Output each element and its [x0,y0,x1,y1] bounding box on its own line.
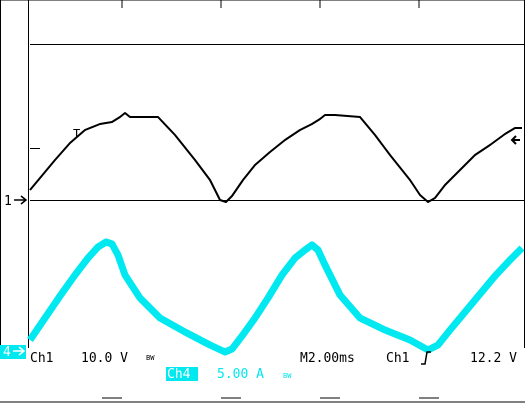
ch4-label: Ch4 [167,367,191,382]
ch1-label: Ch1 [30,351,53,366]
trigger-position-marker: T [73,127,80,141]
ch4-scale: 5.00 A [217,367,264,382]
trigger-level-arrow-icon [510,135,520,145]
trigger-source: Ch1 [386,351,409,366]
ch1-ground-marker: 1 [4,194,12,209]
ch4-ground-marker: 4 [3,345,11,360]
timebase-readout: M2.00ms [300,351,355,366]
trigger-level: 12.2 V [470,351,517,366]
ch4-ground-arrow-icon [13,346,26,356]
ch4-label-bg [166,367,198,381]
ch1-ground-arrow-icon [14,195,28,205]
ch1-scale: 10.0 V [81,351,128,366]
ch1-waveform [29,112,522,203]
ch1-bw-indicator: BW [146,354,155,362]
rising-edge-icon [421,351,431,365]
ch4-bw-indicator: BW [283,372,292,380]
ch4-waveform [27,238,525,356]
